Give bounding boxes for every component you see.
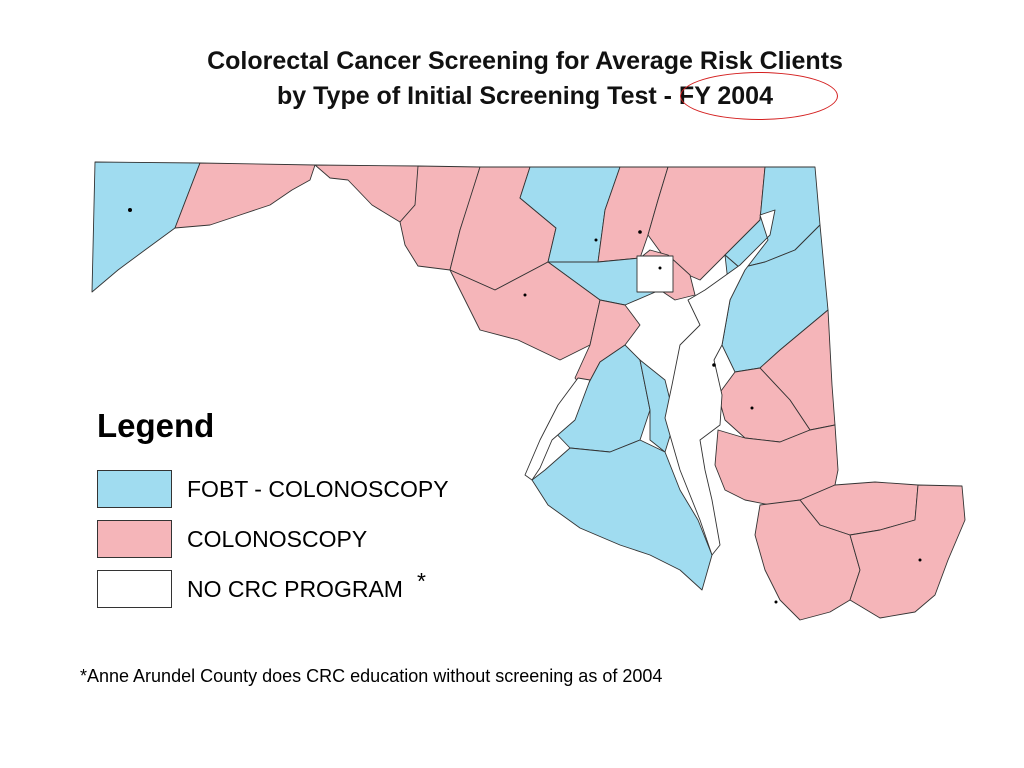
water-details [128, 208, 922, 604]
lake-detail [750, 406, 754, 410]
legend-swatch-fobt-colonoscopy [97, 470, 172, 508]
lake-detail [128, 208, 132, 212]
chesapeake-bay [664, 209, 776, 556]
lake-detail [638, 230, 642, 234]
footnote-asterisk: * [416, 568, 426, 594]
legend-label-no-crc-program: NO CRC PROGRAM * [187, 568, 426, 603]
county-washington [314, 164, 423, 223]
legend-item-no-crc-program: NO CRC PROGRAM * [97, 568, 697, 608]
legend-item-colonoscopy: COLONOSCOPY [97, 520, 697, 558]
fiscal-year-highlight-circle [680, 72, 838, 120]
title-line-1: Colorectal Cancer Screening for Average … [207, 47, 843, 75]
county-somerset [754, 499, 861, 621]
legend-swatch-no-crc-program [97, 570, 172, 608]
county-worcester [849, 484, 966, 619]
lake-detail [774, 600, 778, 604]
legend-label-fobt-colonoscopy: FOBT - COLONOSCOPY [187, 476, 449, 502]
county-allegany [174, 162, 316, 229]
county-st-marys [531, 439, 713, 591]
map-title: Colorectal Cancer Screening for Average … [0, 44, 1024, 114]
legend-swatch-colonoscopy [97, 520, 172, 558]
legend-label-text: NO CRC PROGRAM [187, 576, 403, 602]
lake-detail [918, 558, 922, 562]
legend-title: Legend [97, 407, 215, 444]
lake-detail [523, 293, 527, 297]
potomac-river [524, 377, 591, 481]
title-line-2-prefix: by Type of Initial Screening Test [277, 82, 664, 110]
legend-label-colonoscopy: COLONOSCOPY [187, 526, 368, 552]
anne-arundel-marker [658, 266, 662, 270]
legend-item-fobt-colonoscopy: FOBT - COLONOSCOPY [97, 470, 697, 508]
lake-detail [712, 363, 716, 367]
lake-detail [594, 238, 598, 242]
footnote: *Anne Arundel County does CRC education … [80, 666, 663, 686]
county-anne-arundel [636, 255, 674, 293]
